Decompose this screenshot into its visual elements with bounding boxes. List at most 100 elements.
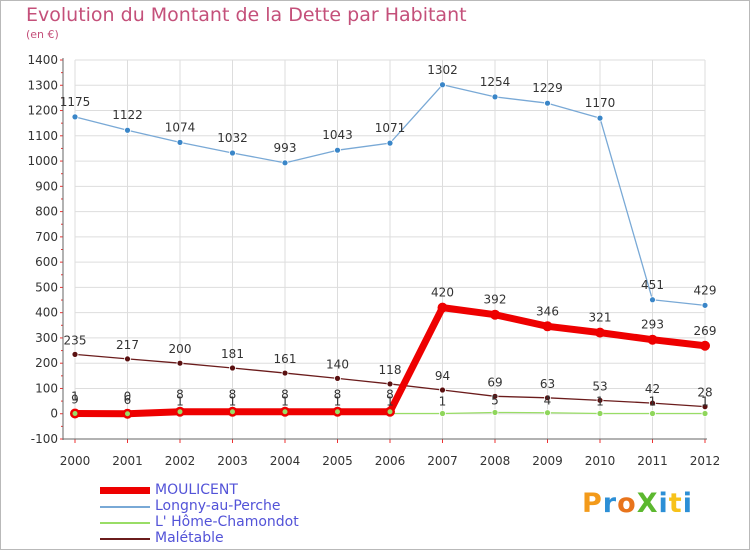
data-label-longny-au-perche: 1229	[532, 81, 563, 95]
legend-swatch-maletable	[100, 538, 150, 540]
logo-letter: t	[668, 488, 683, 519]
data-point-longny-au-perche	[124, 126, 131, 134]
logo-letter: i	[658, 488, 669, 519]
y-tick-label: 100	[35, 381, 58, 395]
data-label-mal-table: 217	[116, 338, 139, 352]
x-tick-label: 2007	[427, 454, 458, 468]
chart-subtitle: (en €)	[26, 28, 59, 41]
data-point-longny-au-perche	[701, 301, 709, 309]
data-point-mal-table	[596, 396, 604, 404]
data-label-moulicent: 392	[484, 293, 507, 307]
data-label-longny-au-perche: 1175	[60, 95, 91, 109]
x-tick-label: 2000	[60, 454, 91, 468]
data-point-mal-table	[281, 369, 289, 377]
data-label-longny-au-perche: 1032	[217, 131, 248, 145]
data-point-mal-table	[544, 394, 551, 402]
logo-letter: r	[602, 488, 618, 519]
y-tick-label: 700	[35, 230, 58, 244]
data-label-longny-au-perche: 429	[694, 283, 717, 297]
y-tick-label: 500	[35, 280, 58, 294]
series-layer	[70, 81, 710, 419]
data-point-mal-table	[176, 359, 184, 367]
y-tick-label: 600	[35, 255, 58, 269]
logo-letter: i	[682, 488, 693, 519]
x-tick-label: 2012	[690, 454, 721, 468]
data-point-longny-au-perche	[491, 93, 499, 101]
data-label-longny-au-perche: 1043	[322, 128, 353, 142]
chart-title: Evolution du Montant de la Dette par Hab…	[26, 4, 467, 26]
data-label-l-h-me-chamondot: 4	[544, 394, 552, 408]
data-label-moulicent: 321	[589, 311, 612, 325]
data-label-longny-au-perche: 1254	[480, 75, 511, 89]
data-point-l-h-me-chamondot	[544, 409, 551, 417]
data-label-l-h-me-chamondot: 1	[229, 394, 237, 408]
data-point-mal-table	[491, 392, 499, 400]
x-tick-label: 2004	[270, 454, 301, 468]
data-label-mal-table: 140	[326, 357, 349, 371]
data-point-l-h-me-chamondot	[649, 410, 656, 417]
data-label-mal-table: 53	[592, 379, 607, 393]
data-label-longny-au-perche: 1170	[585, 96, 616, 110]
data-point-moulicent	[700, 340, 710, 351]
legend-swatch-home-chamondot	[100, 522, 150, 524]
data-point-longny-au-perche	[176, 138, 184, 146]
data-point-longny-au-perche	[386, 139, 394, 147]
y-tick-label: 900	[35, 179, 58, 193]
legend-item-maletable: Malétable	[100, 530, 360, 547]
data-label-mal-table: 181	[221, 347, 244, 361]
y-tick-label: 1100	[27, 129, 58, 143]
data-label-longny-au-perche: 1074	[165, 120, 196, 134]
y-tick-label: 400	[35, 306, 58, 320]
data-label-mal-table: 235	[64, 333, 87, 347]
data-label-l-h-me-chamondot: 1	[334, 394, 342, 408]
data-label-l-h-me-chamondot: 1	[596, 394, 604, 408]
data-label-l-h-me-chamondot: 6	[124, 393, 132, 407]
data-label-moulicent: 8	[281, 388, 289, 402]
data-label-moulicent: 293	[641, 318, 664, 332]
data-point-longny-au-perche	[544, 99, 551, 107]
data-point-longny-au-perche	[71, 113, 79, 121]
data-point-inner-moulicent	[125, 411, 130, 417]
data-point-moulicent	[542, 321, 553, 332]
data-label-longny-au-perche: 1071	[375, 121, 406, 135]
grid-lines	[74, 59, 706, 440]
data-label-moulicent: 1	[71, 389, 79, 403]
data-point-longny-au-perche	[334, 146, 341, 154]
y-tick-label: 800	[35, 205, 58, 219]
data-point-inner-moulicent	[230, 409, 235, 415]
x-tick-label: 2011	[637, 454, 668, 468]
data-label-l-h-me-chamondot: 1	[386, 394, 394, 408]
data-labels-layer: 1 0 8 8 8 8 8 420 392 346 321 293 269 1175 1122 1074 103…	[60, 63, 717, 409]
data-label-l-h-me-chamondot: 1	[649, 394, 657, 408]
data-point-inner-moulicent	[177, 409, 183, 415]
y-tick-label: 1000	[27, 154, 58, 168]
legend-item-moulicent: MOULICENT	[100, 482, 360, 499]
data-point-mal-table	[701, 403, 709, 411]
x-tick-label: 2001	[112, 454, 143, 468]
data-label-mal-table: 28	[697, 386, 712, 400]
data-point-longny-au-perche	[229, 149, 236, 157]
data-point-l-h-me-chamondot	[491, 409, 499, 416]
data-label-l-h-me-chamondot: 1	[439, 394, 447, 408]
data-point-moulicent	[490, 309, 500, 320]
y-tick-label: 300	[35, 331, 58, 345]
data-point-inner-moulicent	[335, 409, 340, 415]
data-point-inner-moulicent	[72, 410, 78, 416]
x-tick-label: 2005	[322, 454, 353, 468]
logo-letter: P	[582, 488, 603, 519]
data-point-longny-au-perche	[596, 114, 604, 122]
data-point-l-h-me-chamondot	[439, 410, 446, 417]
data-point-l-h-me-chamondot	[596, 410, 604, 417]
data-label-moulicent: 8	[334, 388, 342, 402]
data-label-moulicent: 8	[386, 388, 394, 402]
data-point-moulicent	[647, 334, 658, 345]
data-point-l-h-me-chamondot	[701, 410, 709, 417]
legend-label-maletable: Malétable	[155, 530, 224, 546]
data-point-mal-table	[229, 364, 236, 372]
data-point-longny-au-perche	[649, 296, 656, 304]
data-label-l-h-me-chamondot: 1	[176, 394, 184, 408]
legend-swatch-moulicent	[100, 487, 150, 494]
data-label-moulicent: 420	[431, 286, 454, 300]
